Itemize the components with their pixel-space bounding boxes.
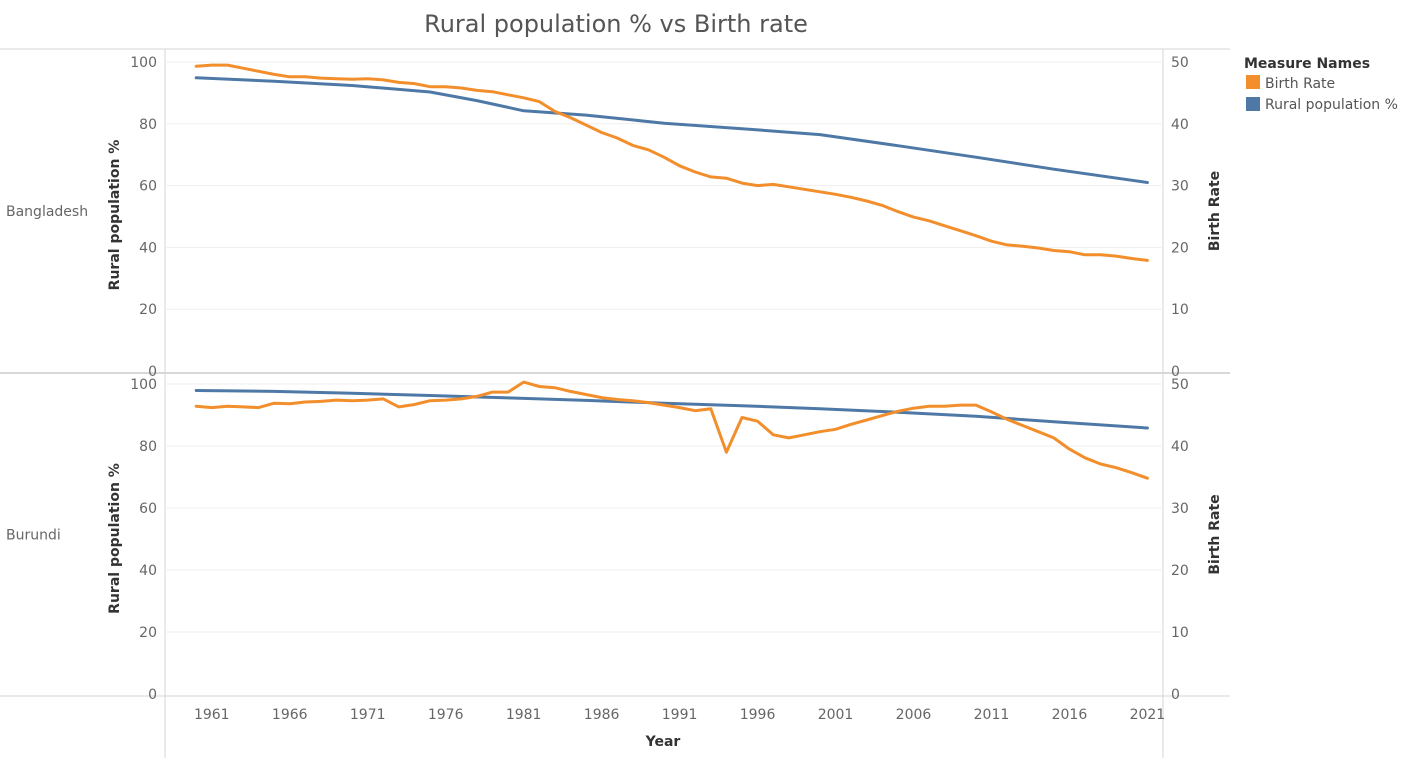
- x-tick-label: 1996: [740, 707, 776, 723]
- legend-title: Measure Names: [1244, 56, 1370, 72]
- y-right-tick-label: 0: [1171, 687, 1180, 703]
- x-tick-label: 1976: [428, 707, 464, 723]
- series-line-rural-population-pct: [194, 389, 1149, 430]
- x-axis-title: Year: [645, 734, 681, 750]
- y-left-tick-label: 60: [139, 179, 157, 195]
- y-right-axis-title: Birth Rate: [1207, 171, 1223, 251]
- y-right-tick-label: 40: [1171, 117, 1189, 133]
- x-tick-label: 1971: [350, 707, 386, 723]
- y-right-tick-label: 50: [1171, 377, 1189, 393]
- chart-title: Rural population % vs Birth rate: [424, 10, 808, 38]
- y-left-tick-label: 80: [139, 117, 157, 133]
- x-tick-label: 1986: [584, 707, 620, 723]
- y-left-tick-label: 0: [148, 687, 157, 703]
- y-right-axis-title: Birth Rate: [1207, 494, 1223, 574]
- x-tick-label: 2021: [1130, 707, 1166, 723]
- series-line-birth-rate: [194, 63, 1149, 262]
- y-left-tick-label: 0: [148, 364, 157, 380]
- y-right-tick-label: 0: [1171, 364, 1180, 380]
- x-tick-label: 1981: [506, 707, 542, 723]
- row-label-bangladesh: Bangladesh: [6, 204, 88, 220]
- x-tick-label: 2006: [896, 707, 932, 723]
- y-right-tick-label: 30: [1171, 179, 1189, 195]
- y-left-tick-label: 80: [139, 439, 157, 455]
- y-left-axis-title: Rural population %: [107, 140, 123, 291]
- y-left-tick-label: 60: [139, 501, 157, 517]
- y-right-tick-label: 50: [1171, 55, 1189, 71]
- x-tick-label: 2011: [974, 707, 1010, 723]
- y-right-tick-label: 10: [1171, 625, 1189, 641]
- x-axis: 1961 1966 1971 1976 1981 1986 1991 1996 2001 2006…: [194, 707, 1165, 723]
- y-right-tick-label: 30: [1171, 501, 1189, 517]
- x-tick-label: 1991: [662, 707, 698, 723]
- y-right-tick-label: 20: [1171, 563, 1189, 579]
- series-line-rural-population-pct: [194, 76, 1149, 184]
- y-left-tick-label: 40: [139, 563, 157, 579]
- y-right-tick-label: 10: [1171, 302, 1189, 318]
- series-line-birth-rate: [194, 380, 1149, 480]
- x-tick-label: 2001: [818, 707, 854, 723]
- y-left-tick-label: 100: [130, 377, 157, 393]
- panel-bangladesh: 0 20 40 60 80 100 0 10 20 30 40 50 Bangladesh Rural p…: [6, 55, 1223, 380]
- y-right-tick-label: 20: [1171, 240, 1189, 256]
- row-label-burundi: Burundi: [6, 528, 61, 544]
- legend-label-birth-rate[interactable]: Birth Rate: [1265, 76, 1335, 92]
- x-tick-label: 2016: [1052, 707, 1088, 723]
- legend-swatch-birth-rate: [1246, 75, 1260, 89]
- chart-frame: [0, 48, 1230, 758]
- y-left-tick-label: 20: [139, 625, 157, 641]
- x-tick-label: 1961: [194, 707, 230, 723]
- legend-label-rural-population[interactable]: Rural population %: [1265, 97, 1398, 113]
- y-right-tick-label: 40: [1171, 439, 1189, 455]
- legend[interactable]: Measure Names Birth Rate Rural populatio…: [1244, 56, 1398, 113]
- y-left-axis-title: Rural population %: [107, 463, 123, 614]
- y-left-tick-label: 40: [139, 240, 157, 256]
- y-left-tick-label: 100: [130, 55, 157, 71]
- x-tick-label: 1966: [272, 707, 308, 723]
- legend-swatch-rural-population: [1246, 97, 1260, 111]
- panel-burundi: 0 20 40 60 80 100 0 10 20 30 40 50 Burundi Rural popu…: [6, 377, 1223, 703]
- y-left-tick-label: 20: [139, 302, 157, 318]
